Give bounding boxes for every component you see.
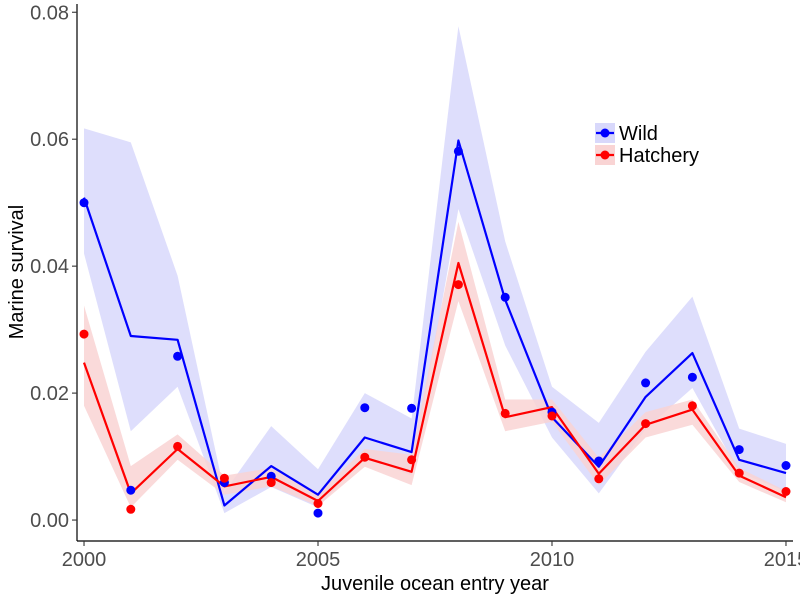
x-tick-label: 2015 — [764, 549, 800, 571]
hatchery-fit-line — [82, 261, 787, 503]
legend-hatchery-key-point — [600, 150, 610, 160]
hatchery-point-2011 — [594, 474, 604, 484]
axes: 0.00 0.02 0.04 0.06 0.08 2000 2005 2010 2015 — [30, 2, 800, 571]
wild-point-2005 — [313, 508, 323, 518]
wild-point-2015 — [781, 461, 791, 470]
data-points — [79, 146, 791, 518]
fit-lines — [82, 139, 787, 507]
hatchery-point-2014 — [734, 468, 744, 478]
hatchery-point-2013 — [687, 401, 697, 411]
wild-confidence-band — [84, 26, 786, 514]
hatchery-point-2000 — [79, 329, 89, 339]
hatchery-point-2009 — [500, 408, 510, 418]
x-axis-title: Juvenile ocean entry year — [321, 573, 549, 595]
x-tick-label: 2010 — [530, 549, 575, 571]
y-tick-label: 0.02 — [30, 383, 69, 405]
hatchery-point-2006 — [360, 452, 370, 462]
legend-hatchery-label: Hatchery — [619, 145, 699, 167]
hatchery-point-2008 — [453, 280, 463, 290]
wild-point-2007 — [407, 403, 417, 413]
hatchery-point-2004 — [266, 478, 276, 488]
wild-point-2013 — [687, 372, 697, 382]
wild-point-2008 — [453, 146, 463, 156]
hatchery-point-2002 — [173, 441, 183, 451]
wild-point-2011 — [594, 456, 604, 466]
y-axis-title: Marine survival — [6, 205, 28, 339]
y-tick-label: 0.06 — [30, 129, 69, 151]
legend-wild-label: Wild — [619, 123, 658, 145]
hatchery-point-2012 — [641, 419, 651, 429]
y-tick-label: 0.00 — [30, 510, 69, 532]
y-tick-label: 0.08 — [30, 2, 69, 24]
hatchery-point-2015 — [781, 487, 791, 496]
wild-point-2014 — [734, 445, 744, 455]
hatchery-point-2010 — [547, 411, 557, 421]
y-tick-label: 0.04 — [30, 256, 69, 278]
wild-point-2009 — [500, 292, 510, 302]
wild-point-2012 — [641, 378, 651, 388]
wild-point-2006 — [360, 403, 370, 413]
wild-point-2004 — [266, 471, 276, 481]
hatchery-point-2003 — [219, 473, 229, 483]
wild-point-2002 — [173, 351, 183, 361]
x-tick-label: 2005 — [296, 549, 341, 571]
hatchery-point-2007 — [407, 455, 417, 465]
x-tick-label: 2000 — [62, 549, 107, 571]
legend-wild-key-point — [600, 128, 610, 138]
wild-fit-line — [82, 139, 787, 507]
wild-point-2001 — [126, 485, 136, 495]
hatchery-point-2005 — [313, 499, 323, 508]
wild-point-2000 — [79, 198, 89, 208]
hatchery-point-2001 — [126, 504, 136, 514]
